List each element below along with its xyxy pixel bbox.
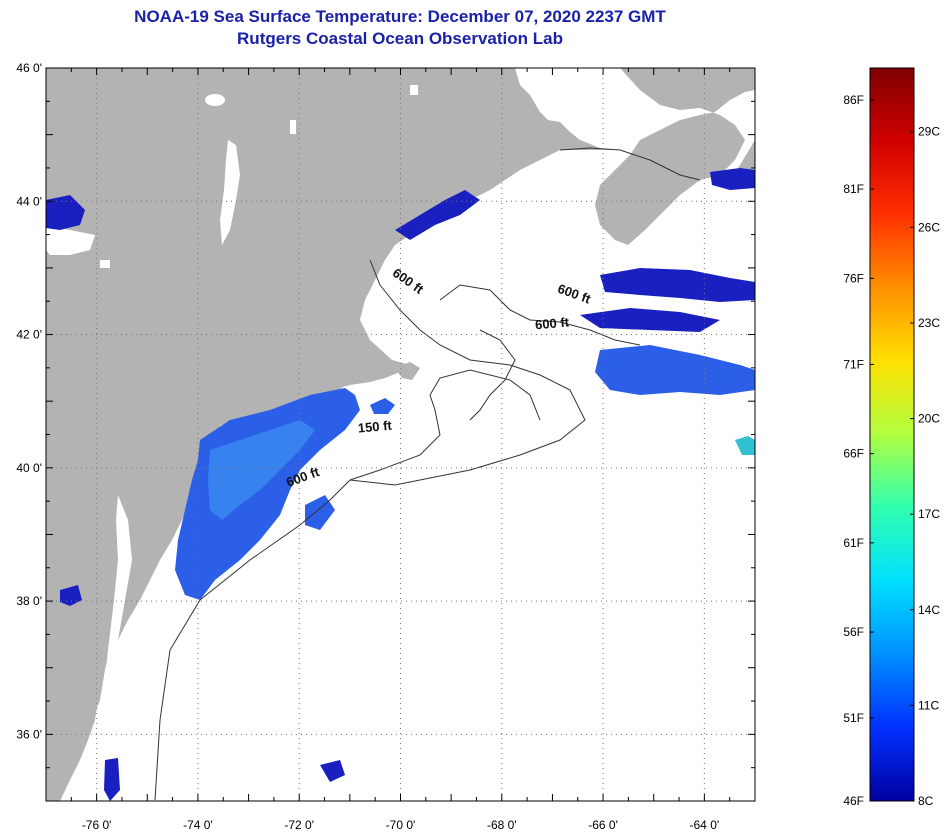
gridlines [46, 68, 755, 801]
inland-water [46, 85, 418, 720]
sst-patch-lake-ontario [46, 195, 85, 230]
colorbar-label-f: 46F [843, 794, 864, 808]
land-delmarva [78, 610, 110, 725]
contour-600ft [154, 259, 586, 801]
map-content [46, 68, 755, 801]
contour-label: 150 ft [357, 418, 393, 436]
lake-champlain-north [205, 94, 225, 106]
sst-patch-georges-east [595, 345, 755, 395]
sst-patch-nantucket [370, 398, 395, 414]
colorbar-label-c: 26C [918, 220, 940, 234]
sst-patch-ny-bight-inner [208, 420, 315, 520]
land-cape-cod [395, 362, 420, 380]
lake-small-1 [100, 260, 110, 268]
lon-tick-label: -66 0' [588, 818, 618, 832]
lon-tick-label: -68 0' [487, 818, 517, 832]
contour-jordan-basin [469, 329, 516, 421]
colorbar-label-c: 29C [918, 125, 940, 139]
colorbar: 86F 81F 76F 71F 66F 61F 56F 51F 46F 29C 26C 23C 20C 1… [843, 67, 940, 808]
lake-small-3 [410, 85, 418, 95]
title-line-1: NOAA-19 Sea Surface Temperature: Decembe… [134, 7, 666, 26]
lake-small-2 [290, 120, 296, 134]
sst-patch-shelf-break [305, 495, 335, 530]
lon-tick-label: -72 0' [284, 818, 314, 832]
axis-ticks: -76 0' -74 0' -72 0' -70 0' -68 0' -66 0' -64 … [16, 61, 756, 832]
colorbar-label-f: 56F [843, 625, 864, 639]
chesapeake-bay [103, 495, 132, 720]
sst-patch-scotian-1 [600, 268, 755, 302]
lat-tick-label: 38 0' [16, 594, 42, 608]
land-nova-scotia [595, 68, 755, 245]
colorbar-labels: 86F 81F 76F 71F 66F 61F 56F 51F 46F 29C 26C 23C 20C 1… [843, 93, 940, 808]
lon-tick-label: -76 0' [82, 818, 112, 832]
colorbar-label-f: 71F [843, 357, 864, 371]
lake-ontario [46, 225, 95, 255]
figure-title: NOAA-19 Sea Surface Temperature: Decembe… [0, 6, 800, 50]
sst-patch-southern-2 [320, 760, 345, 782]
lake-champlain [220, 140, 240, 245]
contour-label: 600 ft [534, 314, 570, 332]
sst-patch-nova-east [710, 168, 755, 190]
lat-tick-label: 42 0' [16, 328, 42, 342]
contour-nova-shelf [559, 147, 701, 181]
colorbar-ramp [869, 67, 915, 802]
sst-patch-gulf-maine-coast [395, 190, 480, 240]
colorbar-label-c: 17C [918, 507, 940, 521]
lat-tick-label: 46 0' [16, 61, 42, 75]
colorbar-label-c: 14C [918, 603, 940, 617]
sst-patch-offshore-east [735, 436, 755, 455]
lat-tick-label: 40 0' [16, 461, 42, 475]
lat-tick-label: 36 0' [16, 727, 42, 741]
sst-patch-ny-bight [175, 388, 360, 600]
lat-tick-label: 44 0' [16, 194, 42, 208]
lon-tick-label: -70 0' [386, 818, 416, 832]
colorbar-label-f: 61F [843, 536, 864, 550]
land-us-mainland [46, 68, 615, 801]
lon-tick-label: -74 0' [183, 818, 213, 832]
bathymetry-contours [154, 147, 701, 801]
colorbar-label-f: 66F [843, 447, 864, 461]
colorbar-label-c: 11C [918, 698, 939, 712]
contour-150ft [349, 369, 541, 481]
colorbar-label-c: 8C [918, 794, 934, 808]
sst-patches [46, 168, 755, 801]
colorbar-label-f: 51F [843, 711, 864, 725]
lon-tick-label: -64 0' [690, 818, 720, 832]
sst-patch-southern-1 [104, 758, 120, 801]
colorbar-label-c: 20C [918, 412, 940, 426]
colorbar-label-f: 76F [843, 271, 864, 285]
colorbar-label-f: 81F [843, 182, 864, 196]
contour-gulf-maine-basin [439, 284, 641, 346]
sst-patch-scotian-2 [580, 308, 720, 332]
colorbar-label-f: 86F [843, 93, 864, 107]
colorbar-label-c: 23C [918, 316, 940, 330]
title-line-2: Rutgers Coastal Ocean Observation Lab [237, 29, 563, 48]
